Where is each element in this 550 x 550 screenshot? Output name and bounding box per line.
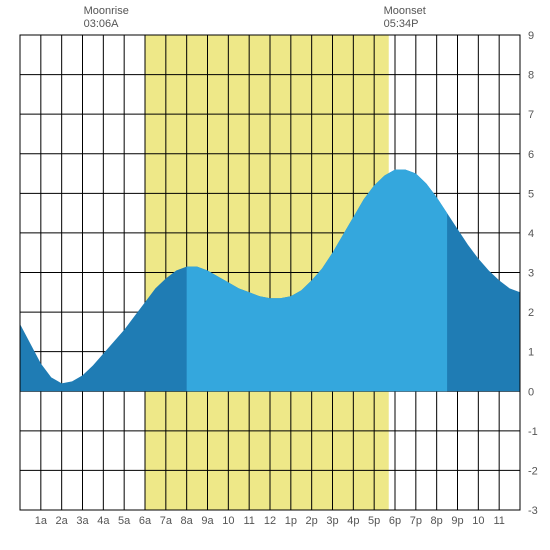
y-tick-label: 8 [528,70,534,82]
chart-svg: 1a2a3a4a5a6a7a8a9a1011121p2p3p4p5p6p7p8p… [0,0,550,550]
moonrise-time: 03:06A [84,18,129,31]
tide-chart: Moonrise 03:06A Moonset 05:34P 1a 2a 3a 4a 5… [0,0,550,550]
y-tick-label: -1 [528,426,538,438]
x-tick-label: 7p [410,515,422,527]
y-tick-label: 2 [528,307,534,319]
x-tick-label: 10 [222,515,234,527]
y-tick-label: 9 [528,30,534,42]
y-tick-label: -2 [528,465,538,477]
x-tick-label: 4a [97,515,110,527]
x-tick-label: 9p [451,515,463,527]
x-tick-label: 11 [493,515,504,527]
y-tick-label: 3 [528,268,534,280]
moonset-time: 05:34P [384,18,426,31]
x-tick-label: 2p [306,515,318,527]
x-tick-label: 2a [56,515,69,527]
x-tick-label: 7a [160,515,173,527]
x-tick-label: 1a [35,515,48,527]
x-tick-label: 4p [347,515,359,527]
x-tick-label: 8p [431,515,443,527]
moonrise-annotation: Moonrise 03:06A [84,5,129,31]
moonrise-label: Moonrise [84,5,129,18]
x-tick-label: 3p [326,515,338,527]
moonset-label: Moonset [384,5,426,18]
y-tick-label: 6 [528,149,534,161]
x-tick-label: 3a [76,515,89,527]
y-tick-label: 1 [528,347,534,359]
y-tick-label: -3 [528,505,538,517]
x-tick-label: 8a [181,515,194,527]
y-tick-label: 4 [528,228,534,240]
x-tick-label: 6a [139,515,152,527]
x-axis-labels: 1a 2a 3a 4a 5a 6a 7a 8a 9a 10 11 12 1p 2p 3p 4p 5p 6p 7p 8p… [35,515,505,527]
x-tick-label: 5p [368,515,380,527]
y-tick-label: 7 [528,109,534,121]
x-tick-label: 12 [264,515,276,527]
x-tick-label: 6p [389,515,401,527]
x-tick-label: 10 [472,515,484,527]
moonset-annotation: Moonset 05:34P [384,5,426,31]
y-tick-label: 5 [528,188,534,200]
y-tick-label: 0 [528,386,534,398]
x-tick-label: 1p [285,515,297,527]
x-tick-label: 9a [201,515,214,527]
x-tick-label: 11 [243,515,254,527]
x-tick-label: 5a [118,515,131,527]
